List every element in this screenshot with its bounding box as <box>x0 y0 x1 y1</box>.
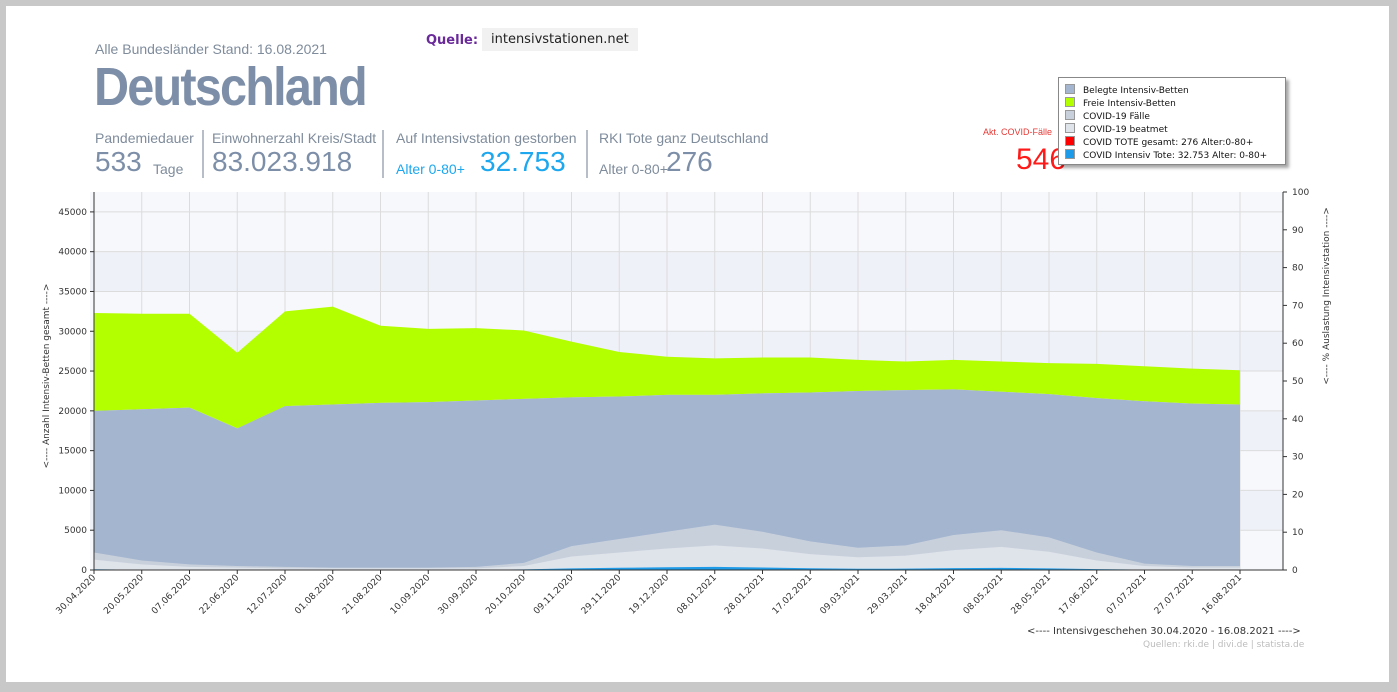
active-covid-label: Akt. COVID-Fälle <box>983 127 1053 137</box>
data-areas <box>94 306 1240 570</box>
x-tick-label: 21.08.2020 <box>341 573 385 617</box>
population-label: Einwohnerzahl Kreis/Stadt <box>212 130 377 146</box>
y-tick-label: 20000 <box>58 407 87 417</box>
legend-label: Freie Intensiv-Betten <box>1083 99 1176 109</box>
y2-tick-label: 100 <box>1292 188 1309 198</box>
y2-tick-label: 30 <box>1292 453 1304 463</box>
x-tick-label: 10.09.2020 <box>389 573 433 617</box>
y2-tick-label: 50 <box>1292 377 1304 387</box>
x-tick-label: 22.06.2020 <box>198 573 242 617</box>
stand-label: Alle Bundesländer Stand: 16.08.2021 <box>95 41 327 57</box>
y2-tick-label: 0 <box>1292 566 1298 576</box>
x-tick-label: 09.03.2021 <box>819 573 863 617</box>
area-free-beds <box>94 306 1240 429</box>
legend-label: COVID Intensiv Tote: 32.753 Alter: 0-80+ <box>1083 151 1268 161</box>
x-tick-label: 07.06.2020 <box>150 573 194 617</box>
x-tick-label: 20.05.2020 <box>102 573 146 617</box>
chart-frame: Alle Bundesländer Stand: 16.08.2021 Deut… <box>6 6 1389 682</box>
x-tick-label: 18.04.2021 <box>914 573 958 617</box>
stat-divider <box>382 130 384 178</box>
legend-label: Belegte Intensiv-Betten <box>1083 86 1189 96</box>
y-tick-label: 40000 <box>58 248 87 258</box>
legend-item: Freie Intensiv-Betten <box>1065 97 1176 110</box>
x-tick-label: 08.05.2021 <box>962 573 1006 617</box>
x-tick-label: 16.08.2021 <box>1201 573 1245 617</box>
sources-footer: Quellen: rki.de | divi.de | statista.de <box>1143 640 1305 650</box>
source-label: Quelle: <box>426 33 479 48</box>
icu-deaths-value: 32.753 <box>480 146 566 177</box>
area-occupied-beds <box>94 389 1240 570</box>
legend-swatch <box>1065 97 1075 107</box>
y-tick-label: 0 <box>81 566 87 576</box>
chart-legend: Belegte Intensiv-Betten Freie Intensiv-Be… <box>1058 77 1286 165</box>
y-tick-label: 10000 <box>58 486 87 496</box>
icu-deaths-age: Alter 0-80+ <box>396 161 465 177</box>
active-covid-value: 546 <box>1016 143 1067 176</box>
legend-label: COVID-19 beatmet <box>1083 125 1168 135</box>
legend-label: COVID-19 Fälle <box>1083 112 1150 122</box>
legend-label: COVID TOTE gesamt: 276 Alter:0-80+ <box>1083 138 1254 148</box>
x-tick-label: 30.04.2020 <box>55 573 99 617</box>
x-tick-label: 12.07.2020 <box>246 573 290 617</box>
y2-tick-label: 20 <box>1292 490 1304 500</box>
y-tick-label: 5000 <box>64 526 87 536</box>
legend-swatch <box>1065 136 1075 146</box>
pandemic-duration-value: 533 <box>95 146 142 177</box>
x-tick-label: 17.02.2021 <box>771 573 815 617</box>
x-tick-label: 28.05.2021 <box>1010 573 1054 617</box>
x-tick-label: 17.06.2021 <box>1057 573 1101 617</box>
x-tick-label: 29.11.2020 <box>580 573 624 617</box>
stat-divider <box>202 130 204 178</box>
y-tick-label: 25000 <box>58 367 87 377</box>
legend-item: COVID-19 Fälle <box>1065 110 1150 123</box>
y-tick-label: 45000 <box>58 208 87 218</box>
population-value: 83.023.918 <box>212 146 353 177</box>
x-tick-label: 27.07.2021 <box>1153 573 1197 617</box>
y-tick-label: 15000 <box>58 447 87 457</box>
y2-tick-label: 70 <box>1292 301 1304 311</box>
legend-swatch <box>1065 110 1075 120</box>
x-tick-label: 28.01.2021 <box>723 573 767 617</box>
y2-tick-label: 90 <box>1292 226 1304 236</box>
grid-band <box>90 251 1283 292</box>
grid-band <box>90 211 1283 252</box>
x-tick-label: 08.01.2021 <box>675 573 719 617</box>
y2-tick-label: 60 <box>1292 339 1304 349</box>
legend-item: COVID Intensiv Tote: 32.753 Alter: 0-80+ <box>1065 149 1267 162</box>
x-axis-title: <---- Intensivgeschehen 30.04.2020 - 16.… <box>1027 626 1301 637</box>
y2-tick-label: 80 <box>1292 264 1304 274</box>
legend-item: COVID TOTE gesamt: 276 Alter:0-80+ <box>1065 136 1253 149</box>
y-axis-label: <---- Anzahl Intensiv-Betten gesamt ----… <box>42 284 52 469</box>
intensive-care-chart: 0 5000 10000 15000 20000 25000 30000 35000 40000… <box>42 188 1332 617</box>
x-tick-label: 07.07.2021 <box>1105 573 1149 617</box>
x-tick-label: 19.12.2020 <box>628 573 672 617</box>
pandemic-duration-label: Pandemiedauer <box>95 130 194 146</box>
rki-deaths-age: Alter 0-80+ <box>599 161 668 177</box>
rki-deaths-value: 276 <box>666 146 713 177</box>
legend-swatch <box>1065 123 1075 133</box>
y2-axis-label: <---- % Auslastung Intensivstation ----> <box>1322 207 1332 385</box>
x-tick-label: 30.09.2020 <box>437 573 481 617</box>
x-tick-label: 20.10.2020 <box>484 573 528 617</box>
y2-tick-label: 40 <box>1292 415 1304 425</box>
legend-swatch <box>1065 149 1075 159</box>
legend-item: Belegte Intensiv-Betten <box>1065 84 1189 97</box>
y2-tick-label: 10 <box>1292 528 1304 538</box>
y-tick-label: 35000 <box>58 287 87 297</box>
legend-item: COVID-19 beatmet <box>1065 123 1168 136</box>
x-tick-label: 01.08.2020 <box>293 573 337 617</box>
pandemic-duration-unit: Tage <box>153 161 184 177</box>
area-covid-icu-deaths <box>94 566 1240 570</box>
area-covid-ventilated <box>94 545 1240 570</box>
icu-deaths-label: Auf Intensivstation gestorben <box>396 130 577 146</box>
x-tick-label: 29.03.2021 <box>866 573 910 617</box>
rki-deaths-label: RKI Tote ganz Deutschland <box>599 130 769 146</box>
stat-divider <box>586 130 588 178</box>
source-link[interactable]: intensivstationen.net <box>482 28 638 51</box>
y-tick-label: 30000 <box>58 327 87 337</box>
page-title: Deutschland <box>94 57 368 117</box>
legend-swatch <box>1065 84 1075 94</box>
x-tick-label: 09.11.2020 <box>532 573 576 617</box>
